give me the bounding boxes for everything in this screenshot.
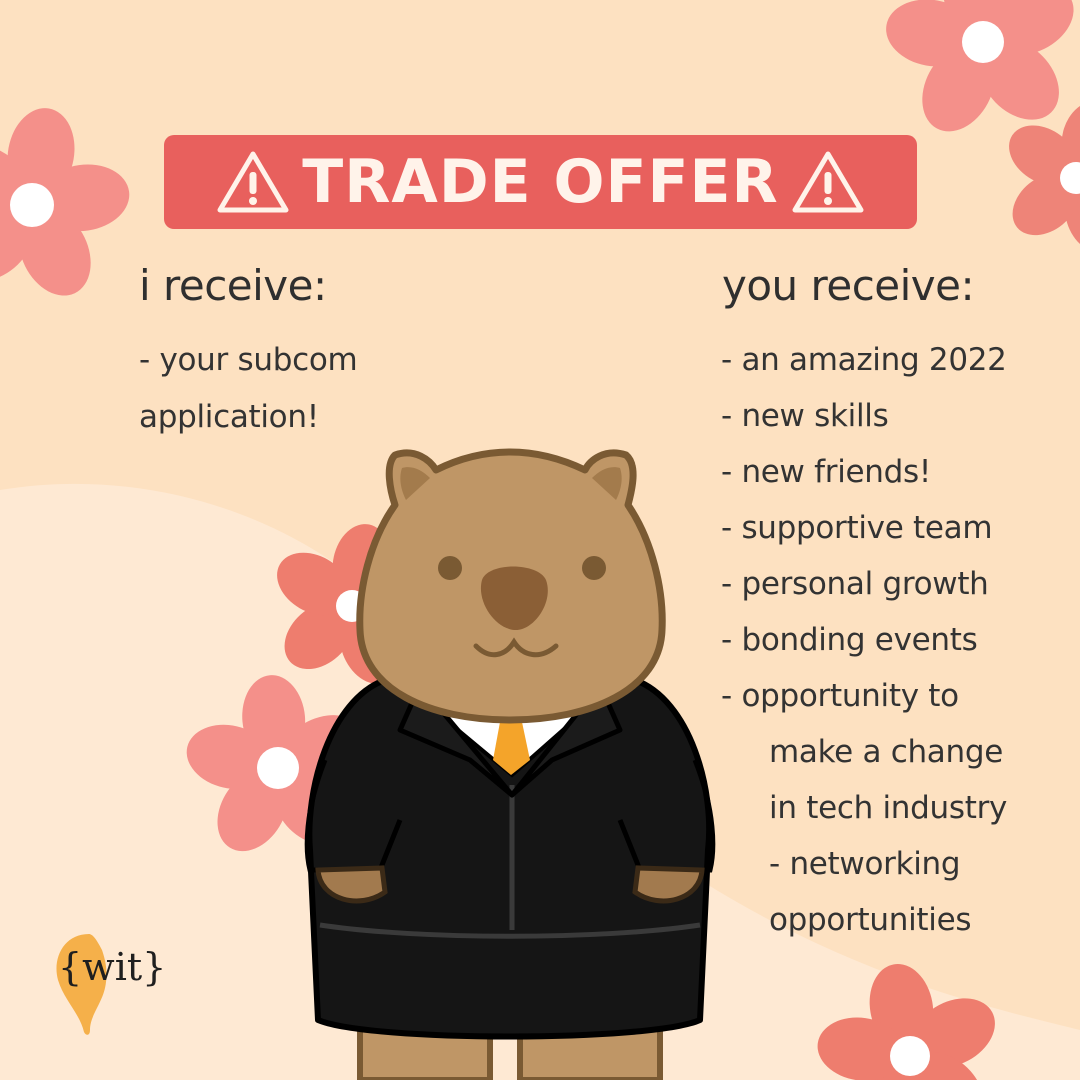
list-item: - supportive team bbox=[721, 510, 993, 546]
suit-body bbox=[306, 677, 713, 1040]
i-receive-list: - your subcom application! bbox=[139, 332, 358, 446]
wombat-illustration bbox=[304, 448, 716, 1080]
list-item: - an amazing 2022 bbox=[721, 342, 1007, 378]
logo-text: {wit} bbox=[58, 945, 166, 989]
you-receive-list: - an amazing 2022 - new skills - new fri… bbox=[721, 332, 1007, 948]
trade-offer-banner: TRADE OFFER bbox=[164, 135, 917, 229]
tie bbox=[493, 722, 530, 775]
list-item: in tech industry bbox=[769, 790, 1008, 826]
list-item: make a change bbox=[769, 734, 1004, 770]
list-item: - networking bbox=[769, 846, 961, 882]
list-item: - personal growth bbox=[721, 566, 989, 602]
wombat-eye bbox=[582, 556, 606, 580]
list-item: - opportunity to bbox=[721, 678, 959, 714]
list-item: application! bbox=[139, 399, 319, 435]
wit-logo: {wit} bbox=[56, 934, 166, 1035]
logo-figure-icon bbox=[56, 934, 107, 1035]
warning-icon bbox=[792, 151, 864, 213]
list-item: - new friends! bbox=[721, 454, 932, 490]
banner-title: TRADE OFFER bbox=[302, 147, 779, 217]
wombat-right-paw bbox=[632, 865, 705, 904]
i-receive-heading: i receive: bbox=[139, 261, 327, 310]
list-item: - your subcom bbox=[139, 342, 358, 378]
wombat-eye bbox=[438, 556, 462, 580]
wombat-nose bbox=[480, 566, 548, 630]
warning-icon bbox=[217, 151, 289, 213]
list-item: opportunities bbox=[769, 902, 972, 938]
list-item: - new skills bbox=[721, 398, 889, 434]
list-item: - bonding events bbox=[721, 622, 978, 658]
you-receive-heading: you receive: bbox=[722, 261, 975, 310]
wombat-left-paw bbox=[315, 865, 388, 904]
